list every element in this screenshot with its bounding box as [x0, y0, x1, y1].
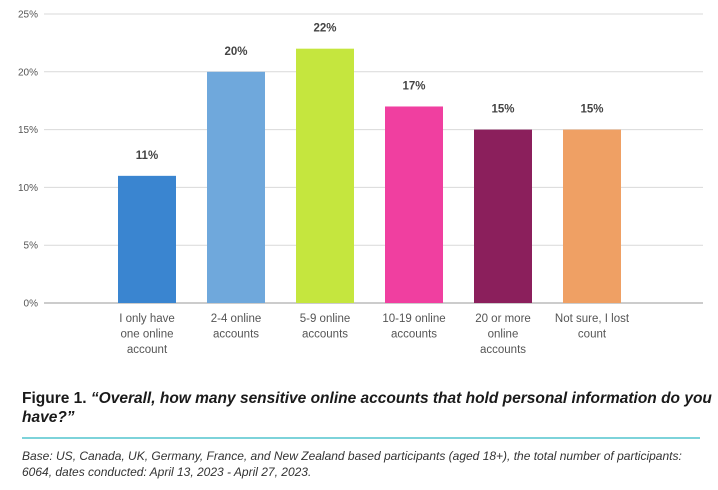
- data-label: 15%: [580, 104, 603, 116]
- data-label: 11%: [136, 150, 158, 162]
- data-label: 15%: [491, 104, 514, 116]
- category-label: account: [127, 344, 168, 356]
- category-label: 10-19 online: [382, 313, 445, 325]
- caption-divider: [22, 437, 700, 439]
- category-label: count: [578, 329, 607, 341]
- figure-question: “Overall, how many sensitive online acco…: [22, 390, 712, 426]
- category-label: 5-9 online: [300, 313, 351, 325]
- data-label: 17%: [402, 80, 425, 92]
- y-tick-label: 0%: [24, 299, 39, 310]
- category-label: 20 or more: [475, 313, 531, 325]
- category-label: accounts: [213, 329, 259, 341]
- category-label: 2-4 online: [211, 313, 262, 325]
- data-label: 22%: [313, 23, 336, 35]
- y-tick-label: 25%: [18, 10, 38, 21]
- bar-chart: 0% 5% 10% 15% 20% 25% 11% I only have one online…: [18, 10, 703, 356]
- bar: [118, 175, 176, 303]
- y-tick-label: 15%: [18, 125, 38, 136]
- figure-number: Figure 1.: [22, 390, 87, 407]
- y-tick-label: 10%: [18, 183, 38, 194]
- category-label: one online: [120, 329, 173, 341]
- bar: [296, 48, 354, 304]
- base-note: Base: US, Canada, UK, Germany, France, a…: [22, 449, 682, 479]
- category-label: online: [488, 329, 519, 341]
- category-label: I only have: [119, 313, 175, 325]
- y-tick-label: 20%: [18, 67, 38, 78]
- category-label: accounts: [480, 344, 526, 356]
- category-label: accounts: [391, 329, 437, 341]
- bar: [385, 106, 443, 303]
- figure-caption: Figure 1. “Overall, how many sensitive o…: [22, 389, 712, 427]
- category-label: accounts: [302, 329, 348, 341]
- y-tick-label: 5%: [24, 241, 39, 252]
- category-label: Not sure, I lost: [555, 313, 630, 325]
- bar: [474, 129, 532, 303]
- data-label: 20%: [224, 46, 247, 58]
- bar: [207, 71, 265, 303]
- bar: [563, 129, 621, 303]
